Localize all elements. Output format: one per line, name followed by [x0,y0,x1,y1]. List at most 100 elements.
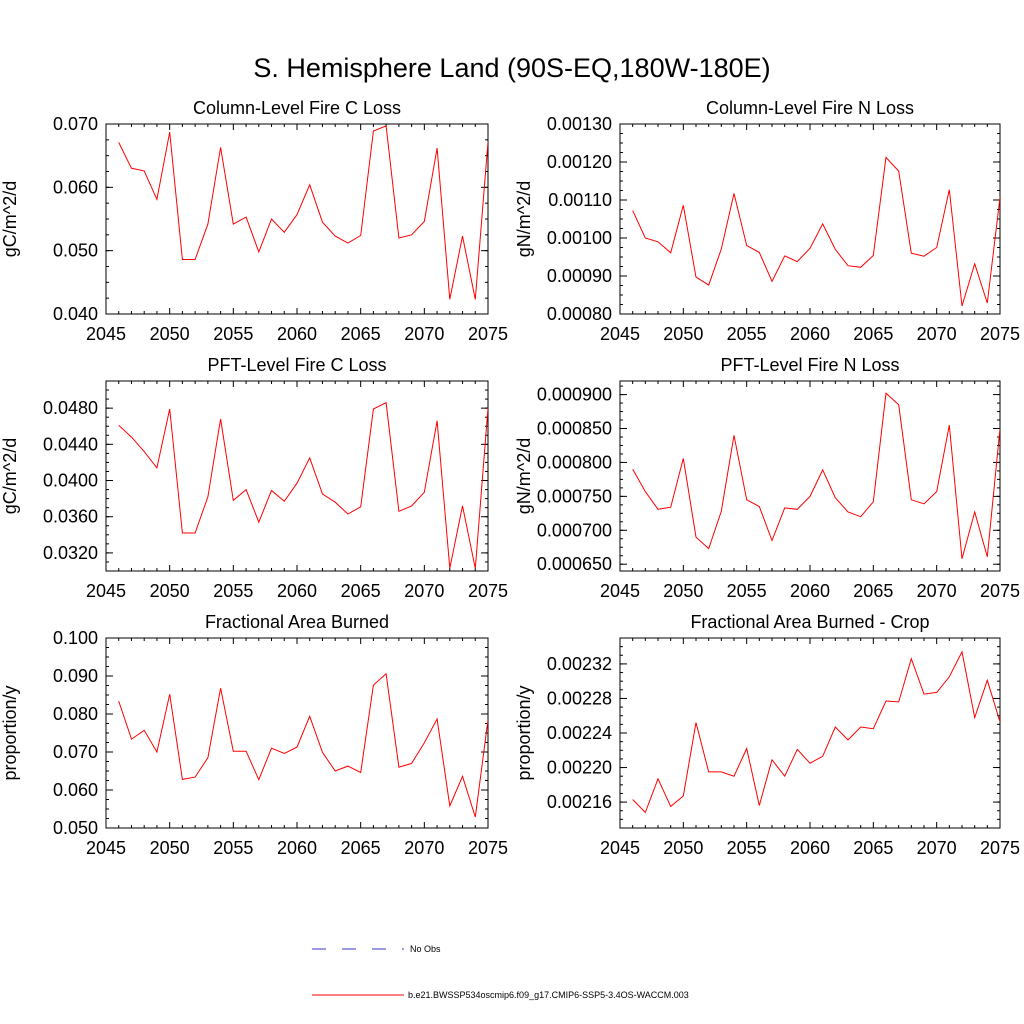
series-line [632,156,1000,307]
x-tick-label: 2075 [980,324,1020,344]
y-tick-label: 0.0360 [43,507,98,527]
x-tick-label: 2055 [213,324,253,344]
x-tick-label: 2050 [663,581,703,601]
plot-frame [105,637,489,829]
chart-panel-1: Column-Level Fire C Loss gC/m^2/d 2045 2050… [0,98,508,344]
panel-title: Column-Level Fire C Loss [193,98,401,118]
y-tick-label: 0.000750 [537,486,612,506]
y-tick-label: 0.00228 [547,688,612,708]
legend: No Obs b.e21.BWSSP534oscmip6.f09_g17.CMIP… [312,944,689,1000]
x-tick-label: 2075 [980,838,1020,858]
x-tick-label: 2055 [213,581,253,601]
main-title: S. Hemisphere Land (90S-EQ,180W-180E) [253,53,770,83]
x-tick-label: 2045 [86,838,126,858]
panel-title: PFT-Level Fire N Loss [720,355,899,375]
x-tick-label: 2075 [468,581,508,601]
panel-title: Column-Level Fire N Loss [706,98,914,118]
x-tick-label: 2070 [917,581,957,601]
x-tick-label: 2070 [917,324,957,344]
y-tick-label: 0.0440 [43,434,98,454]
x-tick-label: 2045 [600,581,640,601]
y-axis-label: proportion/y [0,685,20,780]
panels-container: Column-Level Fire C Loss gC/m^2/d 2045 2050… [0,98,1020,858]
y-tick-label: 0.0320 [43,543,98,563]
plot-frame [619,637,1001,829]
panel-title: PFT-Level Fire C Loss [207,355,386,375]
y-tick-label: 0.050 [53,241,98,261]
series-line [632,392,1000,559]
chart-panel-2: Column-Level Fire N Loss gN/m^2/d 2045 2050… [514,98,1020,344]
y-tick-label: 0.090 [53,666,98,686]
x-tick-label: 2065 [853,324,893,344]
x-tick-label: 2070 [404,581,444,601]
y-tick-label: 0.00100 [547,228,612,248]
y-axis-label: gN/m^2/d [514,181,534,257]
x-tick-label: 2045 [600,324,640,344]
x-tick-label: 2065 [341,838,381,858]
x-tick-label: 2055 [213,838,253,858]
y-tick-label: 0.00080 [547,304,612,324]
chart-panel-5: Fractional Area Burned proportion/y 2045 20… [0,612,508,858]
x-tick-label: 2065 [341,581,381,601]
y-tick-label: 0.00220 [547,758,612,778]
x-tick-label: 2065 [853,581,893,601]
y-tick-label: 0.000650 [537,554,612,574]
x-tick-label: 2050 [150,838,190,858]
x-tick-label: 2050 [150,324,190,344]
x-tick-label: 2045 [86,581,126,601]
series-line [632,650,1000,814]
panel-title: Fractional Area Burned - Crop [690,612,929,632]
x-tick-label: 2060 [277,324,317,344]
y-axis-label: gN/m^2/d [514,438,534,514]
y-tick-label: 0.040 [53,304,98,324]
series-line [118,125,488,300]
y-tick-label: 0.000800 [537,452,612,472]
x-tick-label: 2045 [600,838,640,858]
y-tick-label: 0.000900 [537,385,612,405]
y-tick-label: 0.000850 [537,419,612,439]
chart-panel-4: PFT-Level Fire N Loss gN/m^2/d 2045 2050 205… [514,355,1020,601]
x-tick-label: 2045 [86,324,126,344]
y-tick-label: 0.050 [53,818,98,838]
y-tick-label: 0.080 [53,704,98,724]
x-tick-label: 2065 [853,838,893,858]
x-tick-label: 2060 [277,838,317,858]
plot-frame [105,380,489,572]
y-axis-label: proportion/y [514,685,534,780]
y-tick-label: 0.070 [53,114,98,134]
plot-frame [619,380,1001,572]
x-tick-label: 2060 [790,581,830,601]
series-line [118,672,488,818]
legend-label: No Obs [410,944,441,954]
x-tick-label: 2075 [980,581,1020,601]
y-tick-label: 0.00110 [548,190,612,210]
y-tick-label: 0.00224 [547,723,612,743]
y-tick-label: 0.0480 [43,398,98,418]
y-tick-label: 0.00232 [547,654,612,674]
y-tick-label: 0.060 [53,780,98,800]
series-line [118,401,488,569]
y-tick-label: 0.00130 [547,114,612,134]
y-tick-label: 0.0400 [43,471,98,491]
panel-title: Fractional Area Burned [205,612,389,632]
y-tick-label: 0.000700 [537,520,612,540]
y-tick-label: 0.060 [53,177,98,197]
x-tick-label: 2060 [790,324,830,344]
x-tick-label: 2050 [663,324,703,344]
chart-panel-3: PFT-Level Fire C Loss gC/m^2/d 2045 2050 205… [0,355,508,601]
y-tick-label: 0.00090 [547,266,612,286]
x-tick-label: 2075 [468,838,508,858]
y-axis-label: gC/m^2/d [0,181,20,257]
y-tick-label: 0.070 [53,742,98,762]
chart-panel-6: Fractional Area Burned - Crop proportion/… [514,612,1020,858]
x-tick-label: 2070 [917,838,957,858]
legend-label: b.e21.BWSSP534oscmip6.f09_g17.CMIP6-SSP5… [408,990,689,1000]
y-tick-label: 0.100 [53,628,98,648]
x-tick-label: 2075 [468,324,508,344]
x-tick-label: 2050 [150,581,190,601]
y-tick-label: 0.00120 [547,152,612,172]
x-tick-label: 2070 [404,838,444,858]
x-tick-label: 2065 [341,324,381,344]
x-tick-label: 2060 [790,838,830,858]
